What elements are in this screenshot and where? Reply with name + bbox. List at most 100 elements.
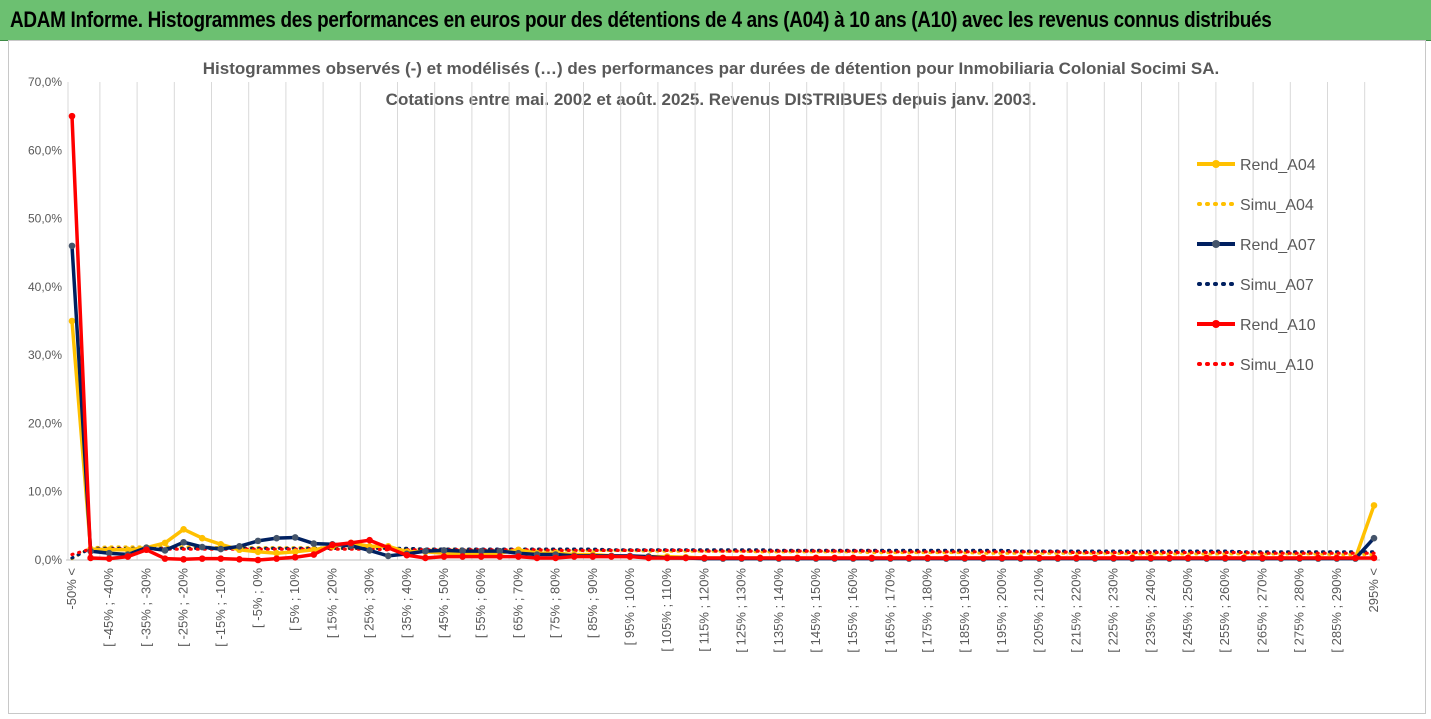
data-point bbox=[1333, 554, 1341, 562]
legend-marker bbox=[1212, 320, 1220, 328]
data-point bbox=[998, 554, 1006, 562]
x-tick-label: [ 105% ; 110% bbox=[659, 568, 674, 652]
data-point bbox=[1370, 502, 1378, 509]
data-point bbox=[68, 242, 76, 250]
data-point bbox=[589, 553, 597, 560]
data-point bbox=[849, 554, 857, 562]
x-tick-label: [ 85% ; 90% bbox=[585, 568, 600, 639]
y-axis-ticks: 0,0% 10,0% 20,0% 30,0% 40,0% 50,0% 60,0% 70,0% bbox=[28, 75, 62, 567]
data-point bbox=[124, 546, 132, 554]
x-tick-label: [ 205% ; 210% bbox=[1031, 568, 1046, 653]
data-point bbox=[422, 554, 429, 562]
data-point bbox=[1054, 554, 1062, 562]
data-point bbox=[459, 553, 466, 560]
data-point bbox=[273, 534, 280, 542]
data-point bbox=[161, 555, 169, 562]
data-point bbox=[291, 553, 299, 561]
data-point bbox=[105, 549, 113, 557]
x-tick-label: [ -25% ; -20% bbox=[176, 568, 191, 647]
data-point bbox=[1314, 554, 1322, 562]
data-point bbox=[1073, 554, 1080, 562]
data-point bbox=[198, 543, 206, 551]
x-tick-label: -50% < bbox=[64, 568, 79, 610]
legend-label: Simu_A04 bbox=[1240, 197, 1314, 214]
x-axis-ticks: -50% < [ -45% ; -40% [ -35% ; -30% [ -25% ;… bbox=[64, 568, 1381, 653]
x-tick-label: 295% < bbox=[1366, 568, 1381, 612]
data-point bbox=[161, 539, 169, 547]
data-point bbox=[422, 547, 429, 555]
data-point bbox=[887, 554, 894, 562]
series-rend-a10 bbox=[68, 112, 1378, 564]
x-tick-label: [ 55% ; 60% bbox=[473, 568, 488, 639]
data-point bbox=[180, 525, 187, 533]
series-rend-a07 bbox=[68, 242, 1378, 562]
chart-subtitle: Cotations entre mai. 2002 et août. 2025.… bbox=[386, 90, 1037, 109]
y-tick-label: 60,0% bbox=[28, 143, 62, 157]
data-point bbox=[1166, 554, 1173, 562]
data-point bbox=[1017, 554, 1024, 562]
legend-label: Rend_A10 bbox=[1240, 317, 1316, 334]
x-tick-label: [ 25% ; 30% bbox=[362, 568, 377, 639]
x-tick-label: [ 35% ; 40% bbox=[399, 568, 414, 639]
y-tick-label: 20,0% bbox=[28, 416, 62, 430]
gridlines bbox=[67, 82, 1366, 560]
chart-titles: Histogrammes observés (-) et modélisés (… bbox=[203, 59, 1219, 109]
data-point bbox=[310, 546, 318, 554]
data-point bbox=[1035, 554, 1043, 562]
data-point bbox=[310, 551, 318, 558]
x-tick-label: [ -15% ; -10% bbox=[213, 568, 228, 647]
legend-marker bbox=[1212, 160, 1220, 168]
data-point bbox=[1296, 554, 1303, 562]
data-point bbox=[794, 554, 801, 562]
data-point bbox=[459, 547, 466, 555]
x-tick-label: [ 285% ; 290% bbox=[1329, 568, 1344, 653]
x-tick-label: [ 165% ; 170% bbox=[882, 568, 897, 653]
report-banner: ADAM Informe. Histogrammes des performan… bbox=[0, 0, 1431, 41]
data-point bbox=[570, 553, 578, 560]
data-point bbox=[68, 112, 76, 120]
data-point bbox=[980, 554, 987, 562]
data-point bbox=[626, 553, 634, 560]
x-tick-label: [ 185% ; 190% bbox=[957, 568, 972, 653]
data-point bbox=[496, 553, 504, 560]
data-point bbox=[105, 555, 113, 562]
data-point bbox=[366, 547, 373, 554]
x-tick-label: [ -35% ; -30% bbox=[138, 568, 153, 647]
data-point bbox=[477, 547, 485, 555]
y-tick-label: 70,0% bbox=[28, 75, 62, 89]
x-tick-label: [ 225% ; 230% bbox=[1106, 568, 1121, 653]
series-simu-a10 bbox=[70, 547, 1376, 557]
data-point bbox=[1110, 554, 1117, 562]
x-tick-label: [ 275% ; 280% bbox=[1292, 568, 1307, 653]
data-point bbox=[1221, 554, 1229, 562]
data-point bbox=[924, 554, 931, 562]
x-tick-label: [ 245% ; 250% bbox=[1180, 568, 1195, 653]
chart-area: Histogrammes observés (-) et modélisés (… bbox=[8, 40, 1426, 714]
data-point bbox=[812, 554, 820, 562]
x-tick-label: [ 115% ; 120% bbox=[696, 568, 711, 652]
data-point bbox=[1184, 554, 1192, 562]
data-point bbox=[533, 554, 541, 562]
data-point bbox=[1203, 554, 1210, 562]
data-point bbox=[217, 555, 225, 562]
data-point bbox=[254, 548, 262, 556]
data-point bbox=[552, 554, 559, 562]
data-point bbox=[905, 554, 913, 562]
data-point bbox=[496, 547, 504, 555]
data-point bbox=[645, 554, 652, 562]
series-rend-a04 bbox=[68, 317, 1378, 562]
data-point bbox=[663, 554, 671, 562]
data-point bbox=[217, 545, 225, 553]
data-point bbox=[236, 543, 243, 550]
data-point bbox=[384, 552, 392, 560]
data-point bbox=[1147, 554, 1155, 562]
x-tick-label: [ 145% ; 150% bbox=[808, 568, 823, 653]
data-point bbox=[403, 551, 411, 559]
data-point bbox=[1091, 554, 1099, 562]
y-tick-label: 10,0% bbox=[28, 485, 62, 499]
data-point bbox=[236, 556, 243, 563]
data-point bbox=[254, 537, 262, 545]
data-point bbox=[1370, 554, 1378, 562]
data-point bbox=[682, 554, 690, 562]
legend-label: Rend_A07 bbox=[1240, 237, 1316, 254]
